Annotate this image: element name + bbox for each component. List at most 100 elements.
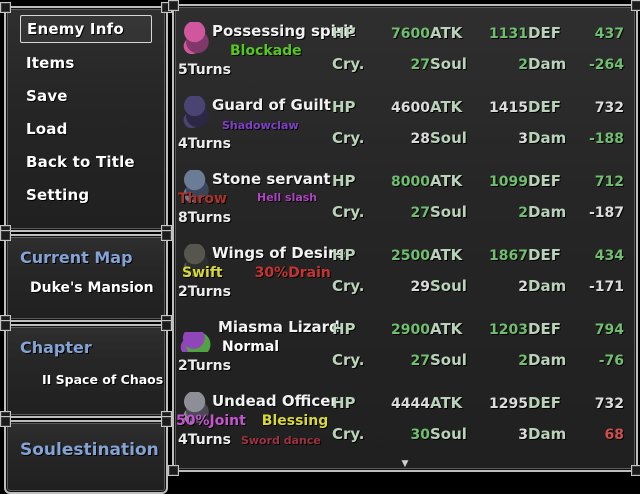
stat-value: 4600 (391, 100, 430, 116)
menu-item-setting[interactable]: Setting (26, 186, 90, 204)
window-corner-ornament (168, 465, 179, 476)
enemy-stats: HP 4444 ATK 1295 DEF 732 Cry. 30 Soul 3 Dam 68 (332, 394, 624, 443)
stat-label: Cry. (332, 129, 365, 147)
window-corner-ornament (631, 465, 640, 476)
stat-label: ATK (430, 320, 463, 338)
stat-label: Soul (430, 351, 467, 369)
window-corner-ornament (161, 230, 172, 241)
stat-value: -187 (588, 205, 624, 221)
enemy-stats: HP 2500 ATK 1867 DEF 434 Cry. 29 Soul 2 Dam -171 (332, 246, 624, 295)
chapter-window: Chapter II Space of Chaos (0, 320, 172, 422)
menu-item-save[interactable]: Save (26, 87, 68, 105)
skill-tag: Shadowclaw (222, 119, 299, 132)
stat-label: Dam (528, 55, 567, 73)
stat-value: 3 (518, 131, 528, 147)
stat-value: -188 (588, 131, 624, 147)
stat-value: 29 (410, 279, 430, 295)
enemy-skill-tags: Normal (222, 339, 279, 355)
stat-value: 30 (410, 427, 430, 443)
window-corner-ornament (161, 320, 172, 331)
menu-item-enemy-info[interactable]: Enemy Info (20, 15, 152, 43)
stat-value: 1203 (489, 322, 528, 338)
skill-tag: Sword dance (240, 434, 321, 447)
enemy-skill-tags: Shadowclaw (222, 119, 299, 132)
enemy-row[interactable]: Undead Officer 50%Joint Blessing 4Turns S… (174, 390, 636, 464)
stat-label: HP (332, 98, 356, 116)
enemy-row[interactable]: Miasma Lizard Normal 2Turns HP 2900 ATK 120… (174, 316, 636, 390)
stat-value: 2500 (391, 248, 430, 264)
window-corner-ornament (161, 416, 172, 427)
stat-label: Dam (528, 277, 567, 295)
skill-tag: Hell slash (256, 191, 318, 204)
enemy-row[interactable]: Stone servant Throw Hell slash 8Turns HP 8… (174, 168, 636, 242)
skill-tag: Blockade (230, 43, 302, 59)
menu-item-load[interactable]: Load (26, 120, 68, 138)
stat-label: Cry. (332, 55, 365, 73)
enemy-turns: 5Turns (178, 62, 231, 78)
stat-label: HP (332, 320, 356, 338)
stat-label: Cry. (332, 203, 365, 221)
stat-value: 437 (594, 26, 624, 42)
stat-label: Dam (528, 129, 567, 147)
enemy-stats: HP 4600 ATK 1415 DEF 732 Cry. 28 Soul 3 Dam -188 (332, 98, 624, 147)
enemy-skill-tags: Swift 30%Drain (182, 265, 331, 281)
stat-value: 27 (410, 57, 430, 73)
skill-tag: Swift (182, 265, 223, 281)
stat-value: 4444 (391, 396, 430, 412)
stat-value: 27 (410, 353, 430, 369)
stat-label: DEF (528, 320, 561, 338)
enemy-list: Possessing spirit Blockade 5Turns HP 7600… (174, 20, 636, 470)
stat-value: 2 (518, 279, 528, 295)
enemy-sprite-icon (182, 170, 210, 202)
menu-item-back-to-title[interactable]: Back to Title (26, 153, 135, 171)
enemy-row[interactable]: Wings of Desire Swift 30%Drain 2Turns HP 2… (174, 242, 636, 316)
enemy-skill-tags-secondary: Sword dance (241, 434, 321, 447)
stat-value: 28 (410, 131, 430, 147)
stat-label: Dam (528, 425, 567, 443)
stat-label: Soul (430, 129, 467, 147)
enemy-sprite-icon (182, 392, 210, 424)
stat-value: 732 (594, 100, 624, 116)
stat-label: Soul (430, 277, 467, 295)
stat-value: 3 (518, 427, 528, 443)
stat-label: HP (332, 172, 356, 190)
enemy-name: Miasma Lizard (218, 318, 340, 336)
enemy-skill-tags: Blockade (230, 43, 302, 59)
main-menu-list: Enemy Info Items Save Load Back to Title Sett… (6, 15, 166, 208)
stat-label: Cry. (332, 425, 365, 443)
stat-value: 1867 (489, 248, 528, 264)
stat-label: HP (332, 246, 356, 264)
stat-label: Cry. (332, 277, 365, 295)
stat-label: Soul (430, 203, 467, 221)
stat-value: -171 (588, 279, 624, 295)
enemy-name: Wings of Desire (212, 244, 346, 262)
current-map-value: Duke's Mansion (30, 280, 154, 296)
stat-label: ATK (430, 394, 463, 412)
stat-value: 434 (594, 248, 624, 264)
stat-value: 2 (518, 205, 528, 221)
stat-label: DEF (528, 24, 561, 42)
enemy-turns: 2Turns (178, 358, 231, 374)
stat-label: ATK (430, 24, 463, 42)
window-corner-ornament (0, 320, 11, 331)
stat-value: 2900 (391, 322, 430, 338)
enemy-skill-tags: Throw Hell slash (178, 191, 317, 207)
soulestination-title: Soulestination (20, 440, 159, 460)
enemy-row[interactable]: Guard of Guilt Shadowclaw 4Turns HP 4600 A… (174, 94, 636, 168)
enemy-row[interactable]: Possessing spirit Blockade 5Turns HP 7600… (174, 20, 636, 94)
stat-value: 712 (594, 174, 624, 190)
window-corner-ornament (0, 230, 11, 241)
window-corner-ornament (0, 416, 11, 427)
stat-value: -76 (598, 353, 624, 369)
stat-value: 732 (594, 396, 624, 412)
stat-label: DEF (528, 172, 561, 190)
stat-label: DEF (528, 246, 561, 264)
stat-value: 68 (604, 427, 624, 443)
scroll-down-indicator[interactable]: ▼ (401, 459, 409, 469)
chapter-title: Chapter (20, 338, 92, 357)
enemy-sprite-icon (182, 244, 210, 276)
enemy-turns: 4Turns (178, 432, 231, 448)
enemy-stats: HP 7600 ATK 1131 DEF 437 Cry. 27 Soul 2 Dam -264 (332, 24, 624, 73)
menu-item-items[interactable]: Items (26, 54, 75, 72)
enemy-name: Undead Officer (212, 392, 338, 410)
